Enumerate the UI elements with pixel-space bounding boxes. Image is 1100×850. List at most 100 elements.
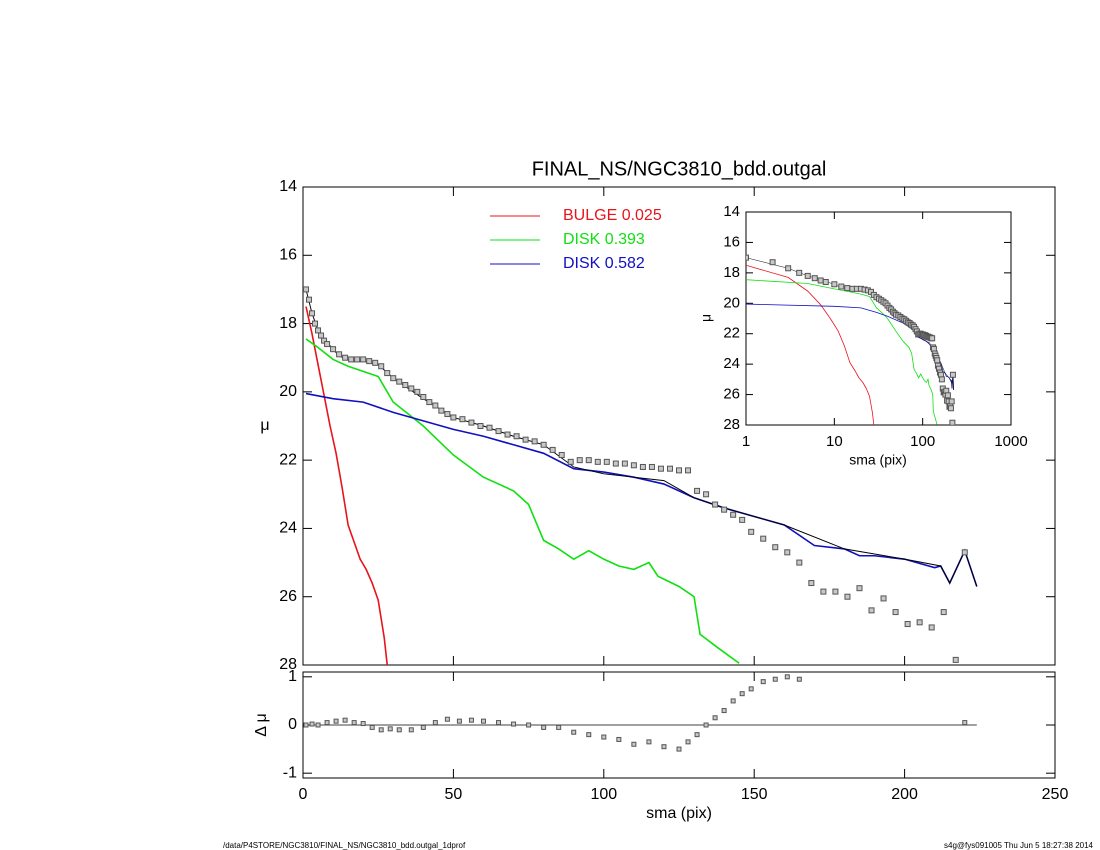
data-point: [303, 286, 310, 293]
y-tick-label: 28: [279, 656, 297, 673]
data-point: [796, 269, 803, 276]
data-point: [432, 402, 439, 409]
data-point: [408, 385, 415, 392]
data-point: [817, 277, 824, 284]
data-point: [820, 588, 827, 595]
data-point: [784, 549, 791, 556]
data-point: [513, 433, 520, 440]
data-point: [772, 676, 778, 682]
data-point: [585, 457, 592, 464]
data-point: [856, 585, 863, 592]
data-point: [360, 721, 366, 727]
data-point: [811, 275, 818, 282]
data-point: [432, 720, 438, 726]
x-tick-label: 100: [910, 433, 935, 450]
data-point: [685, 467, 692, 474]
data-point: [477, 423, 484, 429]
data-point: [586, 732, 592, 738]
data-point: [496, 720, 502, 726]
data-point: [929, 335, 936, 342]
data-point: [831, 281, 838, 288]
data-point: [760, 535, 767, 542]
data-point: [892, 609, 899, 616]
y-tick-label: 24: [279, 520, 297, 537]
data-point: [444, 411, 451, 418]
data-point: [408, 727, 414, 733]
series-line: [746, 264, 875, 425]
data-point: [438, 407, 445, 414]
data-point: [868, 607, 875, 614]
y-tick-label: 16: [279, 247, 297, 264]
data-point: [378, 363, 385, 370]
y-tick-label: 1: [288, 668, 297, 685]
data-point: [952, 656, 959, 663]
data-point: [838, 283, 845, 290]
x-tick-label: 50: [445, 786, 463, 803]
data-point: [420, 724, 426, 730]
data-point: [621, 460, 628, 467]
data-point: [354, 356, 361, 363]
data-point: [730, 698, 736, 704]
inset-background: [746, 212, 1011, 425]
data-point: [730, 511, 737, 518]
x-tick-label: 100: [590, 786, 617, 803]
data-point: [712, 715, 718, 721]
data-point: [306, 296, 313, 303]
data-point: [601, 734, 607, 740]
data-point: [949, 419, 956, 425]
data-point: [312, 320, 319, 327]
data-point: [360, 356, 367, 363]
data-point: [944, 392, 951, 399]
y-tick-label: 20: [279, 383, 297, 400]
data-point: [772, 544, 779, 551]
data-point: [495, 428, 502, 435]
y-tick-label: -1: [283, 764, 297, 781]
data-point: [531, 438, 538, 445]
y-tick-label: 28: [723, 416, 740, 433]
data-point: [333, 718, 339, 724]
data-point: [685, 739, 691, 745]
plot-frame: [745, 211, 1012, 426]
data-point: [748, 686, 754, 692]
data-point: [402, 382, 409, 389]
y-tick-label: 0: [288, 716, 297, 733]
y-tick-label: 24: [723, 355, 740, 372]
data-point: [396, 378, 403, 385]
data-point: [567, 458, 574, 465]
data-point: [556, 724, 562, 730]
series-line: [305, 338, 740, 664]
x-tick-label: 0: [299, 786, 308, 803]
data-point: [962, 720, 968, 726]
data-point: [631, 741, 637, 747]
data-point: [390, 375, 397, 382]
data-point: [541, 724, 547, 730]
data-point: [351, 720, 357, 726]
y-tick-label: 18: [723, 264, 740, 281]
data-point: [387, 726, 393, 732]
data-point: [504, 431, 511, 438]
data-point: [558, 452, 565, 459]
data-point: [648, 463, 655, 470]
y-tick-label: 20: [723, 294, 740, 311]
footer-left: /data/P4STORE/NGC3810/FINAL_NS/NGC3810_b…: [223, 841, 466, 850]
y-tick-label: 18: [279, 315, 297, 332]
legend-label: DISK 0.393: [563, 231, 645, 248]
data-point: [916, 619, 923, 626]
x-tick-label: 1: [742, 433, 750, 450]
data-point: [934, 357, 941, 364]
data-point: [318, 332, 325, 339]
data-point: [748, 528, 755, 535]
data-point: [303, 722, 309, 728]
data-point: [796, 559, 803, 566]
x-tick-label: 250: [1042, 786, 1069, 803]
x-tick-label: 150: [741, 786, 768, 803]
data-point: [576, 457, 583, 464]
data-point: [603, 458, 610, 465]
chart-title: FINAL_NS/NGC3810_bdd.outgal: [532, 158, 827, 180]
data-point: [703, 722, 709, 728]
data-point: [366, 358, 373, 365]
x-axis-label: sma (pix): [646, 805, 712, 822]
data-point: [612, 460, 619, 467]
y-tick-label: 22: [723, 325, 740, 342]
